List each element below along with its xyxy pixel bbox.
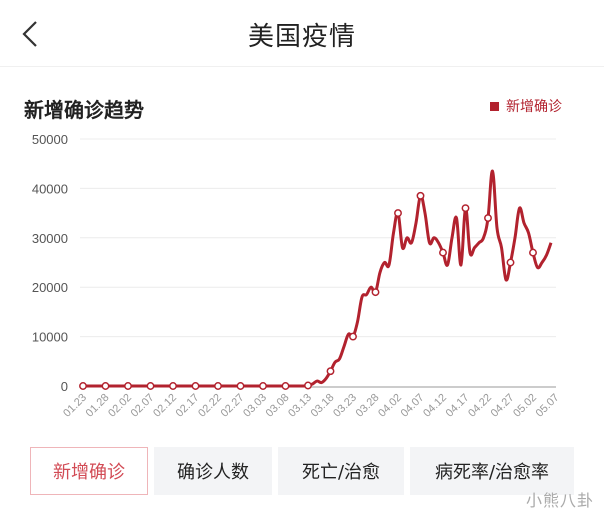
- x-tick-label: 04.07: [399, 392, 427, 420]
- data-point-marker[interactable]: [304, 381, 312, 390]
- x-tick-label: 04.22: [466, 392, 494, 420]
- data-point-marker[interactable]: [191, 382, 200, 390]
- y-tick-label: 30000: [32, 231, 68, 246]
- x-tick-label: 02.27: [219, 392, 247, 420]
- y-tick-label: 20000: [32, 280, 68, 295]
- x-tick-label: 02.22: [196, 392, 224, 420]
- y-tick-label: 10000: [32, 330, 68, 345]
- x-tick-label: 03.03: [241, 392, 269, 420]
- y-tick-label: 40000: [32, 181, 68, 196]
- data-point-marker[interactable]: [169, 382, 177, 390]
- x-tick-label: 05.02: [511, 392, 539, 420]
- x-tick-label: 05.07: [534, 392, 562, 420]
- x-tick-label: 04.12: [421, 392, 449, 420]
- data-point-marker[interactable]: [484, 214, 492, 222]
- x-tick-label: 02.07: [129, 392, 157, 420]
- data-point-marker[interactable]: [394, 209, 402, 218]
- data-point-marker[interactable]: [371, 288, 380, 297]
- legend-label: 新增确诊: [506, 99, 562, 115]
- page-title: 美国疫情: [247, 22, 356, 52]
- x-tick-label: 02.12: [151, 392, 179, 420]
- line-chart: 0100002000030000400005000001.2301.2802.0…: [32, 132, 562, 420]
- chart-title: 新增确诊趋势: [24, 98, 144, 122]
- header: 美国疫情: [0, 0, 604, 67]
- tab-bar: 新增确诊 确诊人数 死亡/治愈 病死率/治愈率: [30, 447, 574, 495]
- data-point-marker[interactable]: [79, 382, 87, 390]
- y-tick-label: 50000: [32, 132, 68, 147]
- tab-label: 新增确诊: [53, 462, 125, 483]
- x-tick-label: 01.23: [61, 392, 89, 420]
- data-point-marker[interactable]: [416, 191, 425, 200]
- x-tick-label: 03.13: [286, 392, 314, 420]
- data-point-marker[interactable]: [529, 248, 537, 257]
- x-tick-label: 04.27: [489, 392, 517, 420]
- x-tick-label: 03.18: [309, 392, 337, 420]
- tab-label: 死亡/治愈: [301, 462, 381, 483]
- x-tick-label: 02.02: [106, 392, 134, 420]
- data-point-marker[interactable]: [259, 382, 267, 390]
- data-point-marker[interactable]: [124, 382, 132, 390]
- y-tick-label: 0: [61, 379, 68, 394]
- back-button[interactable]: [14, 14, 50, 54]
- tab-label: 病死率/治愈率: [434, 462, 550, 483]
- data-point-marker[interactable]: [439, 248, 447, 257]
- chart-legend[interactable]: 新增确诊: [490, 96, 562, 116]
- x-tick-label: 04.17: [444, 392, 472, 420]
- x-tick-label: 02.17: [174, 392, 202, 420]
- data-point-marker[interactable]: [236, 382, 245, 390]
- data-point-marker[interactable]: [349, 332, 357, 341]
- x-tick-label: 01.28: [84, 392, 112, 420]
- data-point-marker[interactable]: [281, 382, 290, 390]
- data-point-marker[interactable]: [506, 258, 515, 267]
- watermark: 小熊八卦: [525, 491, 594, 510]
- data-point-marker[interactable]: [461, 204, 470, 213]
- tab-label: 确诊人数: [177, 462, 249, 483]
- series-line: [83, 169, 553, 388]
- x-tick-label: 03.28: [354, 392, 382, 420]
- data-point-marker[interactable]: [326, 367, 335, 376]
- chevron-left-icon: [22, 21, 37, 47]
- tab-new-cases[interactable]: 新增确诊: [30, 447, 148, 495]
- tab-fatality-recovery-rate[interactable]: 病死率/治愈率: [410, 447, 574, 495]
- data-point-marker[interactable]: [146, 382, 155, 390]
- data-point-marker[interactable]: [214, 382, 222, 390]
- data-point-marker[interactable]: [101, 382, 110, 390]
- tab-deaths-recoveries[interactable]: 死亡/治愈: [278, 447, 404, 495]
- x-tick-label: 03.23: [331, 392, 359, 420]
- x-tick-label: 04.02: [376, 392, 404, 420]
- x-tick-label: 03.08: [264, 392, 292, 420]
- legend-swatch-icon: [490, 101, 499, 111]
- tab-total-cases[interactable]: 确诊人数: [154, 447, 272, 495]
